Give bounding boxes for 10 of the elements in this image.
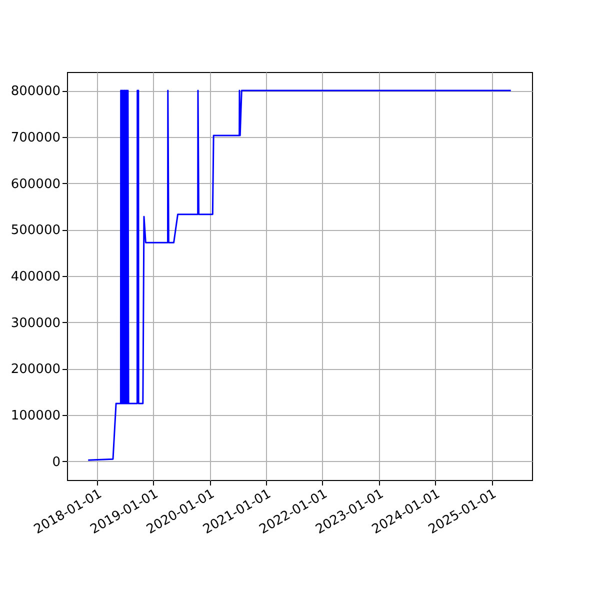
line-series	[87, 90, 512, 461]
y-tick-label: 300000	[10, 316, 60, 331]
y-tick-label: 0	[52, 454, 60, 470]
y-tick-label: 800000	[10, 84, 60, 100]
y-tick-label: 100000	[10, 408, 60, 424]
y-tick-label: 600000	[10, 176, 60, 192]
y-tick-label: 500000	[10, 223, 60, 238]
y-tick-label: 700000	[10, 130, 60, 146]
y-tick-label: 200000	[10, 362, 60, 378]
y-tick-label: 400000	[10, 270, 60, 284]
